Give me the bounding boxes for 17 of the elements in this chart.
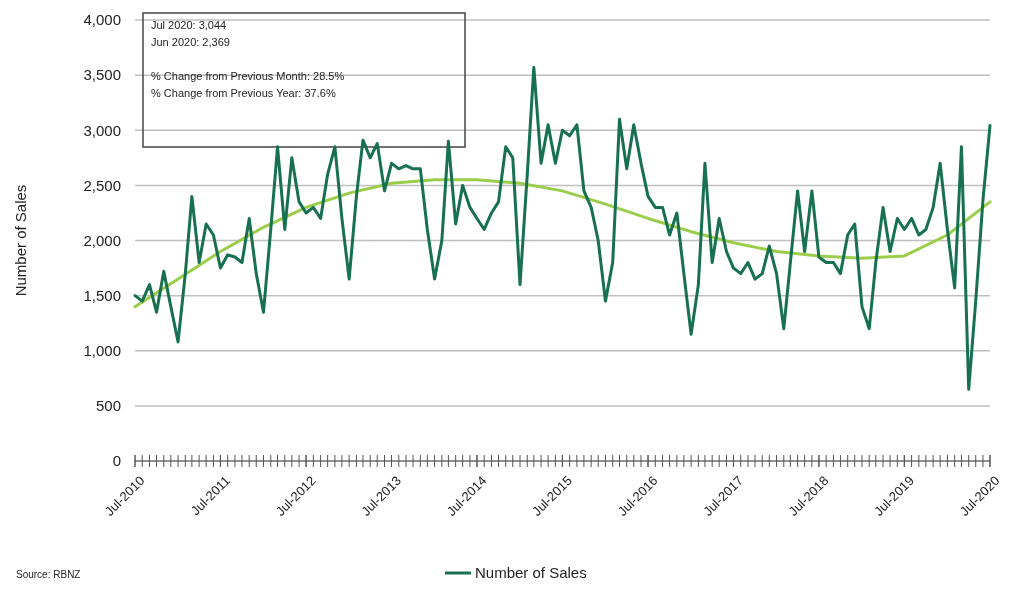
y-tick-label: 2,500 [83, 176, 121, 194]
y-tick-label: 3,000 [83, 121, 121, 139]
annotation: % Change from Previous Month: 28.5% [151, 70, 345, 82]
annotation: Jul 2020: 3,044 [151, 19, 227, 31]
y-tick-label: 4,000 [83, 11, 121, 29]
y-tick-label: 0 [112, 452, 121, 470]
legend-label: Number of Sales [475, 564, 587, 581]
y-tick-label: 1,500 [83, 286, 121, 304]
source-note: Source: RBNZ [16, 569, 81, 580]
annotation: Jun 2020: 2,369 [151, 36, 230, 48]
y-tick-label: 2,000 [83, 231, 121, 249]
y-tick-label: 3,500 [83, 66, 121, 84]
y-axis-title: Number of Sales [12, 184, 29, 297]
line-series [133, 65, 992, 391]
y-tick-label: 500 [95, 397, 121, 415]
y-tick-label: 1,000 [83, 342, 121, 359]
annotation: % Change from Previous Year: 37.6% [151, 87, 336, 99]
